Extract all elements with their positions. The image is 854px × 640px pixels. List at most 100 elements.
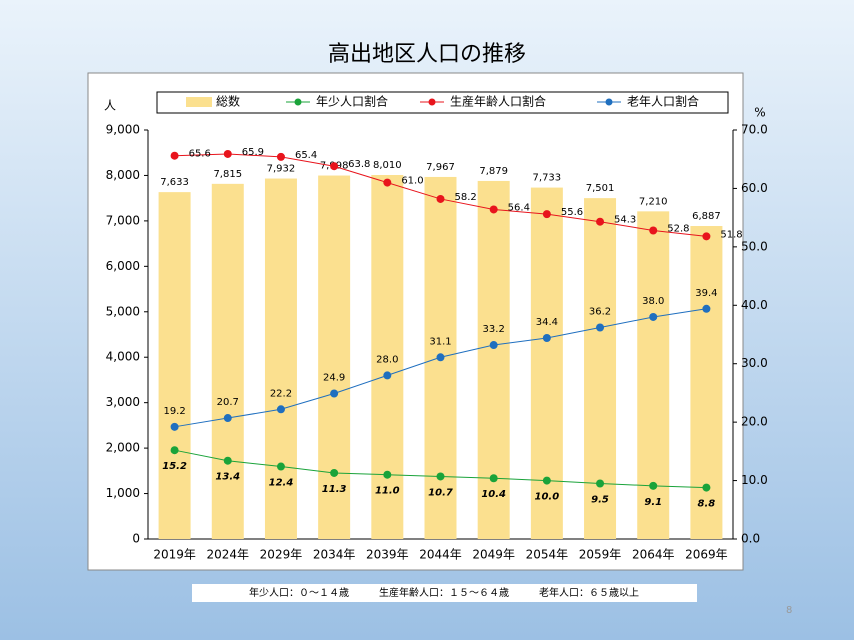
point: [276, 152, 285, 161]
legend-label: 生産年齢人口割合: [450, 94, 546, 109]
bar: [158, 192, 191, 539]
x-tick-label: 2049年: [472, 548, 515, 562]
point: [702, 483, 711, 492]
point: [649, 226, 658, 235]
page-number: 8: [786, 605, 792, 616]
y2-tick-label: 40.0: [741, 298, 768, 312]
point-value-label: 36.2: [589, 306, 611, 317]
legend-marker: [428, 98, 436, 106]
y-tick-label: 0: [132, 532, 140, 546]
bar-value-label: 8,010: [373, 160, 402, 171]
point-value-label: 10.7: [428, 487, 453, 498]
y2-tick-label: 30.0: [741, 356, 768, 370]
legend-marker: [294, 98, 302, 106]
bar-value-label: 7,501: [586, 183, 615, 194]
bar-value-label: 7,733: [533, 173, 562, 184]
legend-label: 年少人口割合: [316, 94, 388, 109]
point-value-label: 34.4: [536, 317, 558, 328]
y-tick-label: 4,000: [106, 350, 140, 364]
point-value-label: 61.0: [401, 176, 423, 187]
point: [383, 371, 392, 380]
point-value-label: 10.0: [535, 492, 560, 503]
point: [649, 312, 658, 321]
point: [170, 422, 179, 431]
point: [489, 341, 498, 350]
point: [649, 481, 658, 490]
point: [596, 479, 605, 488]
point-value-label: 15.2: [162, 461, 187, 472]
point: [542, 210, 551, 219]
point: [596, 323, 605, 332]
y-tick-label: 8,000: [106, 168, 140, 182]
point: [489, 205, 498, 214]
y-tick-label: 6,000: [106, 259, 140, 273]
bar: [637, 211, 670, 539]
point: [223, 414, 232, 423]
bar-value-label: 6,887: [692, 211, 721, 222]
x-tick-label: 2019年: [153, 548, 196, 562]
x-tick-label: 2059年: [579, 548, 622, 562]
point: [383, 470, 392, 479]
y-tick-label: 5,000: [106, 304, 140, 318]
x-tick-label: 2039年: [366, 548, 409, 562]
point: [276, 462, 285, 471]
point-value-label: 56.4: [508, 202, 530, 213]
point: [330, 389, 339, 398]
y2-tick-label: 0.0: [741, 532, 760, 546]
point-value-label: 22.2: [270, 388, 292, 399]
bar: [318, 175, 351, 539]
y-tick-label: 2,000: [106, 441, 140, 455]
x-tick-label: 2024年: [206, 548, 249, 562]
point: [542, 334, 551, 343]
point: [436, 194, 445, 203]
point-value-label: 52.8: [667, 223, 689, 234]
point-value-label: 39.4: [695, 288, 717, 299]
point-value-label: 28.0: [376, 354, 398, 365]
x-tick-label: 2069年: [685, 548, 728, 562]
point: [170, 151, 179, 160]
bar-value-label: 7,210: [639, 196, 668, 207]
bar-value-label: 7,633: [160, 177, 189, 188]
y2-tick-label: 50.0: [741, 239, 768, 253]
legend-label: 総数: [216, 94, 240, 109]
point-value-label: 38.0: [642, 296, 664, 307]
bar: [584, 198, 617, 539]
point: [330, 162, 339, 171]
point-value-label: 9.1: [644, 497, 662, 508]
x-tick-label: 2029年: [260, 548, 303, 562]
point-value-label: 12.4: [269, 478, 294, 489]
point-value-label: 31.1: [429, 336, 451, 347]
y-axis-unit: 人: [104, 99, 116, 113]
bar-value-label: 7,932: [267, 164, 296, 175]
point: [223, 149, 232, 158]
point: [330, 468, 339, 477]
point: [489, 474, 498, 483]
y-tick-label: 9,000: [106, 123, 140, 137]
point-value-label: 65.9: [242, 147, 264, 158]
legend-swatch: [186, 97, 212, 107]
point-value-label: 65.6: [189, 149, 211, 160]
bar: [264, 178, 297, 539]
x-tick-label: 2064年: [632, 548, 675, 562]
point-value-label: 55.6: [561, 207, 583, 218]
bar-value-label: 7,879: [479, 166, 508, 177]
point-value-label: 58.2: [455, 192, 477, 203]
legend-marker: [605, 98, 613, 106]
y-tick-label: 3,000: [106, 395, 140, 409]
point-value-label: 11.3: [322, 484, 347, 495]
point: [542, 476, 551, 485]
x-tick-label: 2044年: [419, 548, 462, 562]
y-tick-label: 7,000: [106, 213, 140, 227]
point-value-label: 9.5: [591, 494, 609, 505]
bar-value-label: 7,815: [213, 169, 242, 180]
point: [702, 232, 711, 241]
bar: [477, 180, 510, 539]
bar-value-label: 7,967: [426, 162, 455, 173]
point-value-label: 63.8: [348, 159, 370, 170]
chart-frame: [87, 72, 744, 571]
y2-tick-label: 60.0: [741, 181, 768, 195]
point-value-label: 13.4: [215, 472, 240, 483]
x-tick-label: 2054年: [526, 548, 569, 562]
point-value-label: 24.9: [323, 373, 345, 384]
